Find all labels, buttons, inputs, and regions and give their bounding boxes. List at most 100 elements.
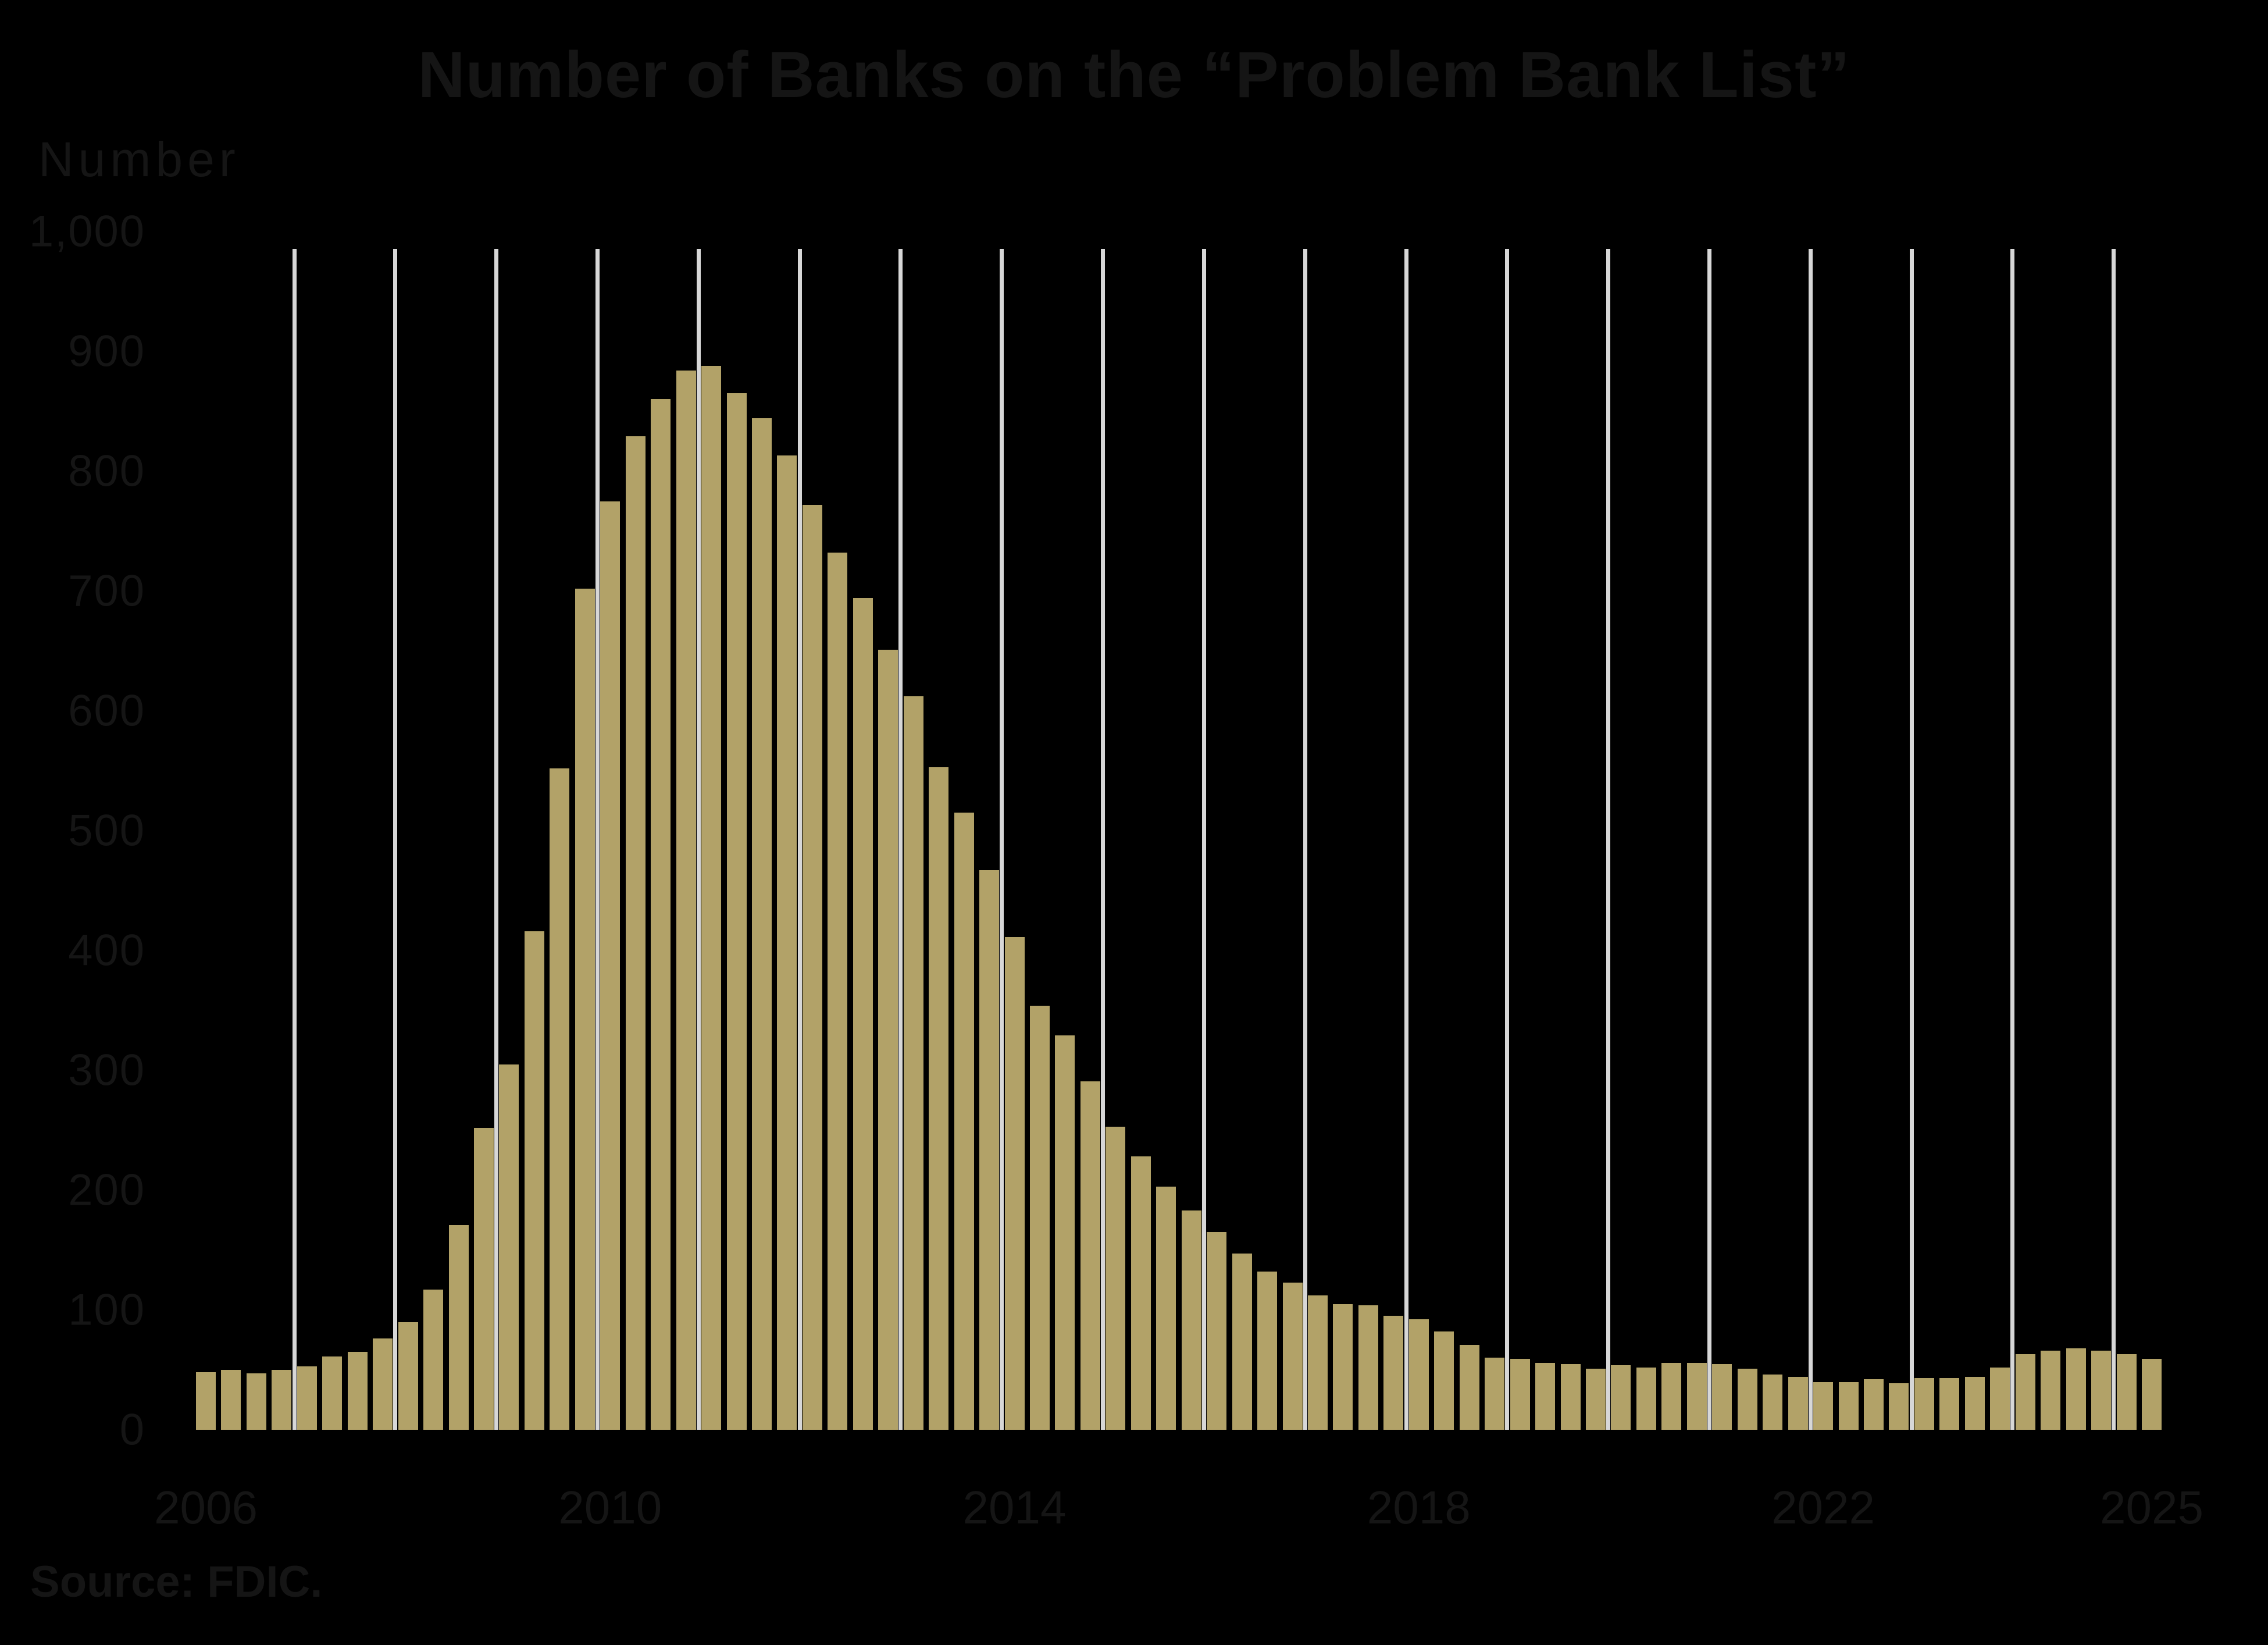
year-gridline [797, 249, 802, 1430]
quarter-bar [701, 365, 722, 1430]
quarter-bar [1510, 1359, 1530, 1430]
quarter-bar [676, 370, 696, 1430]
quarter-bar [1560, 1363, 1581, 1430]
quarter-bar [777, 455, 797, 1430]
y-tick-label: 900 [68, 326, 145, 376]
year-gridline [1707, 249, 1711, 1430]
year-gridline [1201, 249, 1206, 1430]
quarter-bar [221, 1370, 241, 1430]
quarter-bar [1939, 1378, 1960, 1430]
quarter-bar [550, 768, 570, 1430]
quarter-bar [1990, 1367, 2010, 1430]
quarter-bar [903, 696, 923, 1430]
quarter-bar [1106, 1126, 1126, 1430]
year-gridline [1909, 249, 1914, 1430]
quarter-bar [1686, 1362, 1707, 1430]
year-gridline [1101, 249, 1106, 1430]
quarter-bar [2091, 1351, 2112, 1430]
quarter-bar [322, 1356, 343, 1430]
year-gridline [393, 249, 398, 1430]
quarter-bar [1004, 937, 1025, 1430]
x-tick-label: 2010 [558, 1482, 662, 1533]
quarter-bar [1485, 1358, 1505, 1430]
year-gridline [696, 249, 701, 1430]
source-note: Source: FDIC. [30, 1557, 323, 1607]
y-tick-label: 200 [68, 1165, 145, 1215]
quarter-bar [1863, 1379, 1884, 1430]
quarter-bar [726, 393, 747, 1430]
year-gridline [1000, 249, 1004, 1430]
quarter-bar [1611, 1365, 1631, 1430]
year-gridline [595, 249, 600, 1430]
quarter-bar [802, 504, 822, 1430]
x-tick-label: 2025 [2099, 1482, 2203, 1533]
quarter-bar [1131, 1156, 1151, 1430]
quarter-bar [272, 1370, 292, 1430]
quarter-bar [1307, 1295, 1328, 1430]
quarter-bar [1788, 1377, 1808, 1430]
quarter-bar [1712, 1363, 1732, 1430]
quarter-bar [473, 1127, 494, 1430]
quarter-bar [751, 418, 772, 1430]
y-tick-label: 600 [68, 686, 145, 736]
quarter-bar [600, 501, 621, 1430]
quarter-bar [1661, 1362, 1682, 1430]
quarter-bar [246, 1373, 266, 1430]
quarter-bar [878, 649, 898, 1430]
x-tick-label: 2018 [1367, 1482, 1471, 1533]
quarter-bar [1257, 1272, 1278, 1430]
y-axis-title: Number [38, 132, 240, 187]
quarter-bar [347, 1352, 368, 1430]
quarter-bar [1737, 1368, 1757, 1430]
quarter-bar [929, 767, 949, 1430]
year-gridline [1606, 249, 1611, 1430]
quarter-bar [499, 1064, 519, 1430]
quarter-bar [625, 436, 646, 1430]
quarter-bar [2041, 1351, 2061, 1430]
quarter-bar [2015, 1354, 2035, 1430]
y-tick-label: 0 [119, 1405, 145, 1455]
y-tick-label: 1,000 [28, 206, 145, 257]
quarter-bar [1080, 1081, 1100, 1430]
quarter-bar [196, 1372, 216, 1430]
quarter-bar [1813, 1381, 1834, 1430]
year-gridline [1303, 249, 1307, 1430]
year-gridline [2112, 249, 2116, 1430]
y-tick-label: 300 [68, 1045, 145, 1095]
quarter-bar [1207, 1232, 1227, 1430]
quarter-bar [1585, 1368, 1606, 1430]
quarter-bar [1889, 1383, 1909, 1430]
x-tick-label: 2006 [154, 1482, 258, 1533]
quarter-bar [398, 1322, 418, 1430]
quarter-bar [1282, 1282, 1303, 1430]
year-gridline [1505, 249, 1510, 1430]
year-gridline [1808, 249, 1813, 1430]
quarter-bar [1232, 1254, 1252, 1430]
quarter-bar [1459, 1344, 1479, 1430]
quarter-bar [1535, 1362, 1556, 1430]
year-gridline [292, 249, 297, 1430]
quarter-bar [575, 588, 595, 1430]
quarter-bar [1636, 1367, 1656, 1430]
quarter-bar [1156, 1186, 1176, 1430]
quarter-bar [1914, 1378, 1934, 1430]
quarter-bar [1434, 1331, 1454, 1430]
quarter-bar [853, 598, 873, 1430]
quarter-bar [651, 399, 671, 1430]
quarter-bar [954, 813, 974, 1430]
quarter-bar [297, 1366, 317, 1430]
quarter-bar [423, 1289, 444, 1430]
y-tick-label: 100 [68, 1285, 145, 1335]
x-tick-label: 2014 [962, 1482, 1067, 1533]
y-tick-label: 800 [68, 446, 145, 496]
quarter-bar [373, 1338, 393, 1430]
y-tick-label: 400 [68, 925, 145, 975]
quarter-bar [1383, 1316, 1404, 1430]
quarter-bar [1029, 1005, 1050, 1430]
quarter-bar [1838, 1381, 1859, 1430]
quarter-bar [979, 870, 1000, 1430]
quarter-bar [1763, 1375, 1783, 1430]
year-gridline [1404, 249, 1408, 1430]
quarter-bar [2066, 1348, 2086, 1430]
